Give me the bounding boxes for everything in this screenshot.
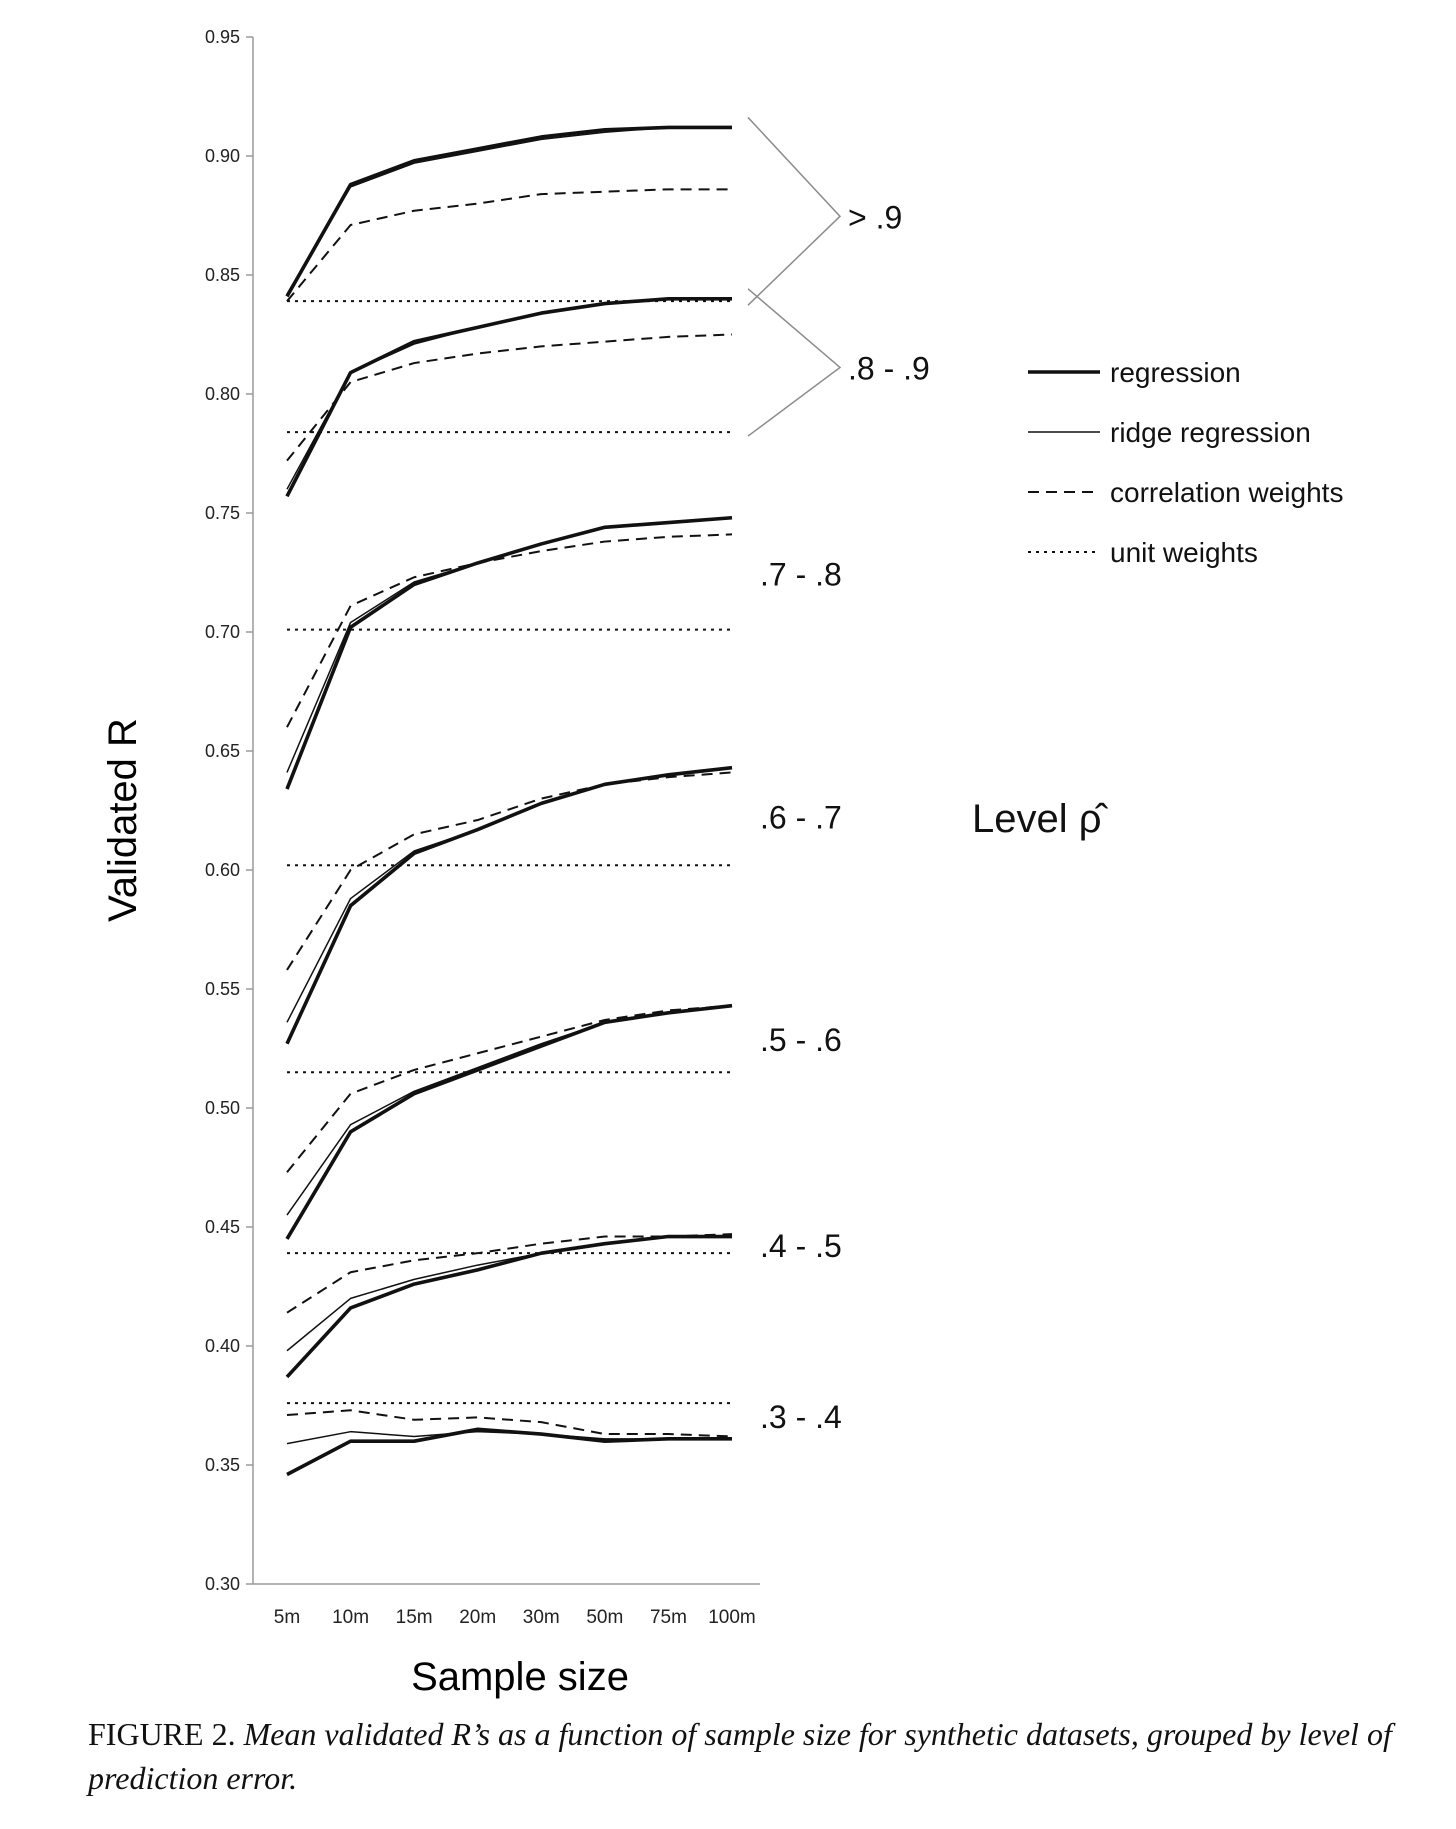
group-label-2: .8 - .9 [848,350,930,386]
x-tick-label: 100m [708,1607,756,1628]
y-tick-label: 0.90 [205,146,240,166]
series-correlation-group-4 [286,771,733,971]
group-label-1: > .9 [848,199,902,235]
series-regression-group-5 [285,1003,733,1240]
series-layer [285,125,733,1477]
x-tick-label: 10m [332,1607,369,1628]
x-axis-label: Sample size [411,1655,629,1699]
x-tick-label: 5m [274,1607,300,1628]
group-label-4: .6 - .7 [760,799,842,835]
y-tick-label: 0.65 [205,741,240,761]
y-axis-label: Validated R [101,718,145,922]
series-regression-group-6 [285,1234,732,1379]
caption-text: Mean validated R’s as a function of samp… [88,1716,1392,1796]
legend-label-ridge: ridge regression [1110,417,1311,448]
legend-label-regression: regression [1110,357,1241,388]
y-tick-label: 0.75 [205,503,240,523]
series-regression-group-3 [285,515,733,790]
series-correlation-group-1 [286,188,732,302]
series-correlation-group-7 [286,1409,733,1438]
group-label-7: .3 - .4 [760,1399,842,1435]
group-labels: > .9 .8 - .9 .7 - .8 .6 - .7 .5 - .6 .4 - .5.… [747,116,930,1435]
y-tick-label: 0.30 [205,1574,240,1594]
caption-prefix: FIGURE 2. [88,1716,236,1752]
legend-label-correlation: correlation weights [1110,477,1343,508]
series-correlation-group-5 [286,1004,733,1173]
axes: 0.95 0.90 0.85 0.80 0.75 0.70 0.65 0.60 0.55 0.50… [205,27,760,1628]
series-ridge-group-1 [286,126,732,295]
series-regression-group-4 [285,765,733,1045]
series-correlation-group-6 [286,1233,733,1314]
series-ridge-group-4 [286,766,733,1023]
legend-title: Level ρ̂ [972,797,1108,841]
x-tick-label: 50m [586,1607,623,1628]
y-tick-label: 0.50 [205,1098,240,1118]
chart: 0.95 0.90 0.85 0.80 0.75 0.70 0.65 0.60 0.55 0.50… [101,27,1343,1699]
series-ridge-group-3 [286,517,733,773]
series-correlation-group-3 [286,533,733,728]
bracket-group-2 [747,288,842,437]
series-regression-group-1 [285,125,732,298]
y-tick-label: 0.85 [205,265,240,285]
series-ridge-group-5 [286,1004,733,1216]
series-regression-group-2 [285,296,732,498]
figure-caption: FIGURE 2. Mean validated R’s as a functi… [88,1712,1408,1800]
y-tick-label: 0.70 [205,622,240,642]
y-tick-label: 0.95 [205,27,240,47]
series-regression-group-7 [286,1427,732,1477]
y-tick-label: 0.60 [205,860,240,880]
series-ridge-group-2 [286,298,732,490]
x-tick-label: 15m [396,1607,433,1628]
y-tick-label: 0.35 [205,1455,240,1475]
y-tick-label: 0.40 [205,1336,240,1356]
legend: regression ridge regression correlation we… [972,357,1343,841]
x-tick-label: 20m [459,1607,496,1628]
y-tick-label: 0.80 [205,384,240,404]
group-label-6: .4 - .5 [760,1228,842,1264]
y-tick-label: 0.45 [205,1217,240,1237]
group-label-5: .5 - .6 [760,1022,842,1058]
group-label-3: .7 - .8 [760,557,842,593]
x-tick-label: 75m [650,1607,687,1628]
x-tick-label: 30m [523,1607,560,1628]
legend-label-unit: unit weights [1110,537,1258,568]
y-tick-label: 0.55 [205,979,240,999]
series-correlation-group-2 [286,333,733,462]
bracket-group-1 [747,116,842,306]
